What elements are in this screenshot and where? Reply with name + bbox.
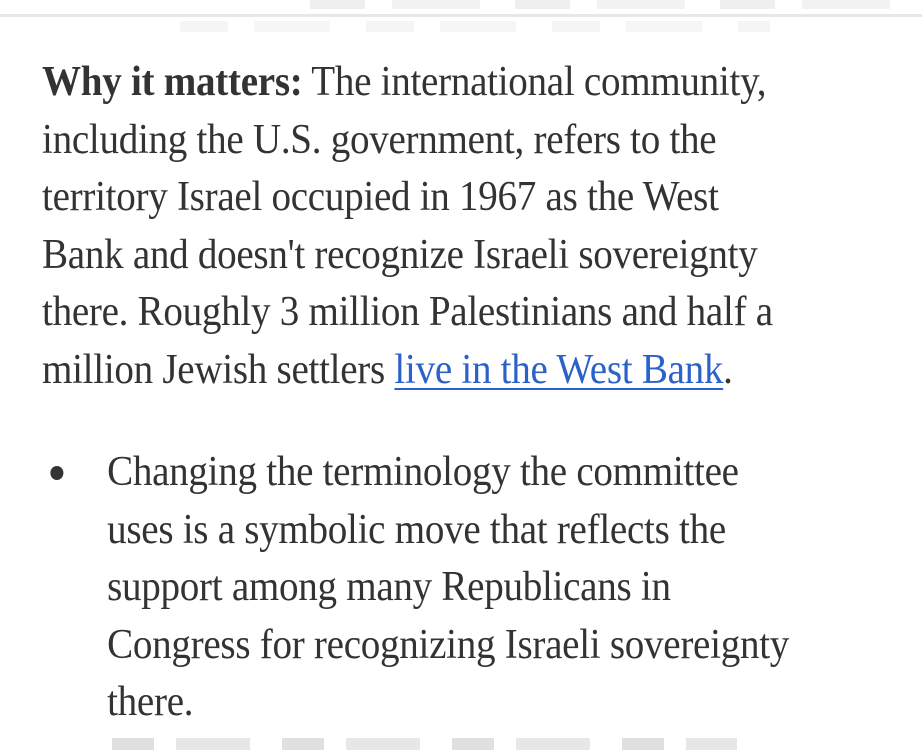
list-item: Changing the terminology the committee u… — [42, 444, 880, 732]
bullet-line: support among many Republicans in — [107, 564, 671, 610]
paragraph-line: there. Roughly 3 million Palestinians an… — [42, 289, 773, 335]
why-it-matters-paragraph: Why it matters: The international commun… — [42, 54, 880, 399]
paragraph-text: million Jewish settlers — [42, 346, 395, 393]
bullet-line: Changing the terminology the committee — [107, 449, 739, 495]
bullet-line: uses is a symbolic move that reflects th… — [107, 506, 726, 553]
cutoff-text-fragment-top — [310, 0, 922, 9]
paragraph-line: Why it matters: The international commun… — [42, 54, 880, 112]
bullet-list: Changing the terminology the committee u… — [42, 444, 880, 732]
paragraph-text: . — [723, 346, 733, 393]
paragraph-line: territory Israel occupied in 1967 as the… — [42, 174, 719, 220]
paragraph-text: The international community, — [302, 59, 767, 105]
bullet-dot-icon — [50, 466, 64, 480]
bullet-text: Changing the terminology the committee u… — [107, 444, 880, 732]
paragraph-line: including the U.S. government, refers to… — [42, 116, 717, 163]
section-divider — [0, 14, 922, 17]
lead-in-label: Why it matters: — [42, 59, 303, 105]
bullet-line: there. — [107, 679, 194, 725]
bullet-line: Congress for recognizing Israeli soverei… — [107, 621, 790, 668]
west-bank-link[interactable]: live in the West Bank — [394, 346, 724, 393]
cutoff-text-fragment-under-divider — [180, 21, 770, 32]
article-content: Why it matters: The international commun… — [42, 54, 880, 732]
paragraph-line: million Jewish settlers live in the West… — [42, 342, 880, 400]
cutoff-text-fragment-bottom — [112, 738, 737, 750]
paragraph-line: Bank and doesn't recognize Israeli sover… — [42, 231, 758, 278]
